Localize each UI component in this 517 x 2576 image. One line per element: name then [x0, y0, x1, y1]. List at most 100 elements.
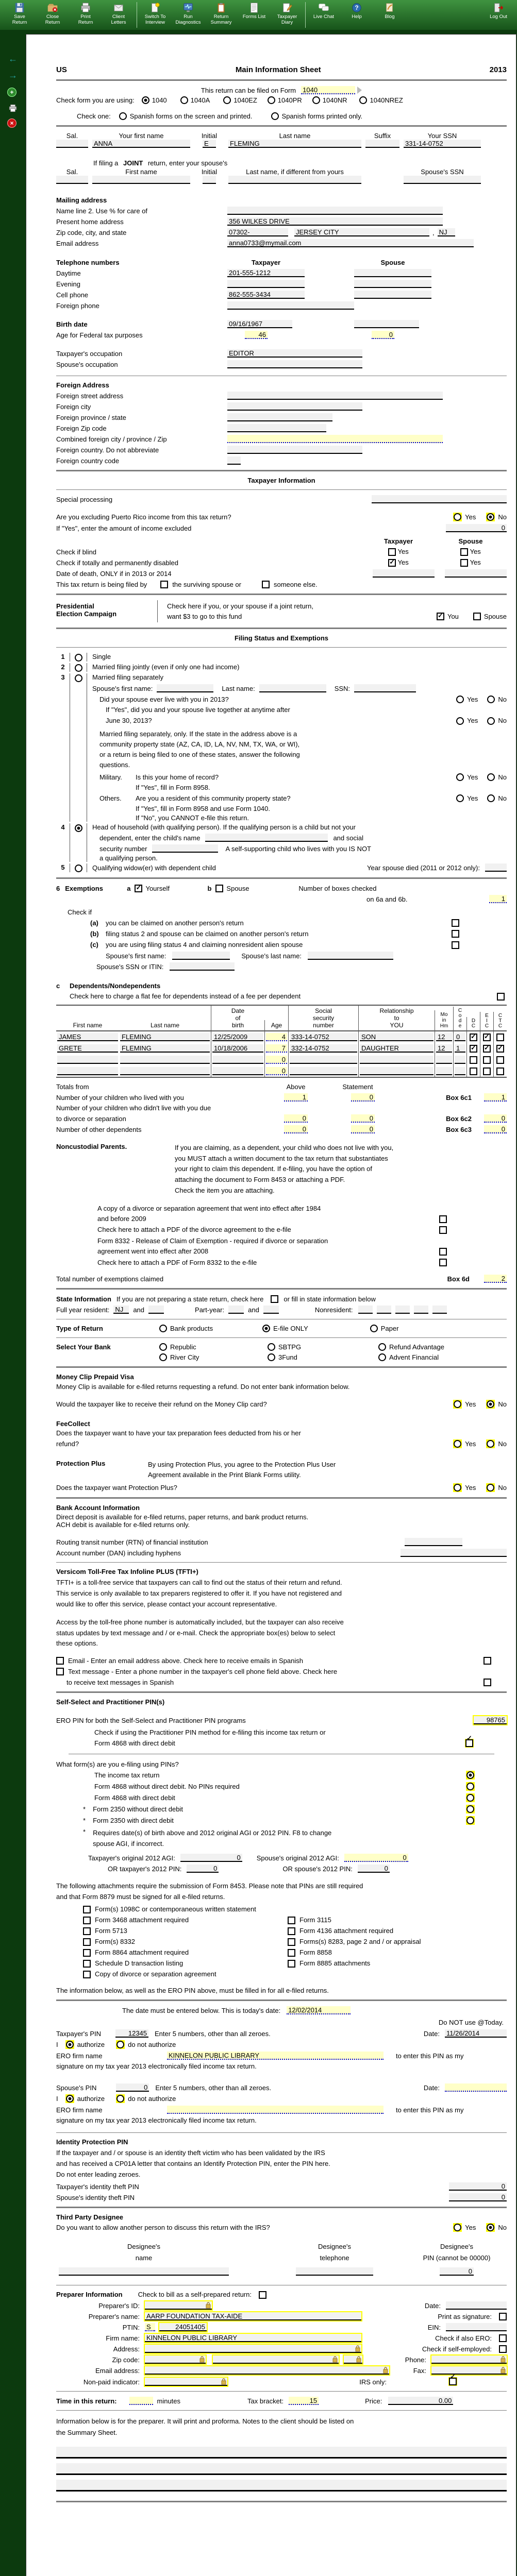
age-spouse-field[interactable]: 0	[372, 331, 394, 339]
ptin-prefix-field[interactable]: S	[145, 2323, 155, 2331]
preparer-city-field[interactable]	[213, 2355, 339, 2364]
f8453-3468-check[interactable]	[83, 1916, 91, 1924]
radio-efile-4868-nodebit[interactable]	[466, 1782, 475, 1791]
foreign-city-field[interactable]	[227, 402, 362, 411]
mfs-ssn-field[interactable]	[354, 684, 416, 693]
dep-ssn-field[interactable]	[290, 1055, 357, 1064]
name-line2-field[interactable]	[227, 207, 443, 215]
radio-tp-authorize[interactable]	[65, 2040, 74, 2049]
radio-military-yes[interactable]	[456, 773, 464, 782]
radio-tp-no-authorize[interactable]	[116, 2040, 125, 2049]
ero-pin-field[interactable]: 98765	[474, 1716, 507, 1725]
radio-third-yes[interactable]	[453, 2223, 462, 2232]
taxpayer-ssn-field[interactable]: 331-14-0752	[404, 140, 481, 148]
dep-code-field[interactable]: 1	[455, 1044, 465, 1053]
non-paid-field[interactable]	[145, 2377, 227, 2386]
radio-feecollect-no[interactable]	[486, 1439, 495, 1449]
dep-eic-check[interactable]	[480, 1031, 493, 1043]
tp-agi-field[interactable]: 0	[180, 1853, 242, 1862]
dep-months-field[interactable]	[436, 1066, 452, 1075]
f8453-divorce-check[interactable]	[83, 1970, 91, 1978]
no-state-return-check[interactable]	[271, 1295, 279, 1303]
dan-field[interactable]	[401, 1549, 507, 1557]
sp-ero-firm-field[interactable]	[167, 2105, 383, 2114]
nonresident-state-4[interactable]	[413, 1306, 428, 1314]
dep-last-field[interactable]	[120, 1066, 210, 1075]
today-date-field[interactable]: 12/02/2014	[287, 2006, 351, 2014]
sp-theft-pin-field[interactable]: 0	[449, 2193, 507, 2202]
f8453-8858-check[interactable]	[288, 1948, 295, 1957]
dep-code-field[interactable]	[455, 1066, 465, 1075]
state-field[interactable]: NJ	[437, 228, 455, 236]
radio-feecollect-yes[interactable]	[453, 1439, 462, 1449]
run-diagnostics-button[interactable]: Run Diagnostics	[172, 2, 205, 26]
last-name-field[interactable]: FLEMING	[228, 140, 361, 148]
dep-dc-check[interactable]	[466, 1042, 480, 1054]
tax-bracket-field[interactable]: 15	[289, 2396, 319, 2405]
cell-spouse-field[interactable]	[354, 291, 431, 299]
nonresident-state-2[interactable]	[376, 1306, 391, 1314]
dep-last-field[interactable]: FLEMING	[120, 1044, 210, 1053]
radio-efile-income-return[interactable]	[466, 1771, 475, 1780]
radio-bank-refund-advantage[interactable]: Refund Advantage	[378, 1343, 444, 1351]
firm-name-field[interactable]: KINNELON PUBLIC LIBRARY	[145, 2333, 361, 2342]
dep-ssn-field[interactable]	[290, 1066, 357, 1075]
preparer-date-field[interactable]	[446, 2301, 507, 2310]
evening-spouse-field[interactable]	[354, 280, 431, 288]
radio-form-1040ez[interactable]: 1040EZ	[223, 96, 257, 104]
radio-military-no[interactable]	[487, 773, 495, 782]
client-letters-button[interactable]: Client Letters	[102, 2, 135, 26]
spouse-claimed-check[interactable]	[452, 929, 459, 938]
dep-first-field[interactable]: GRETE	[57, 1044, 118, 1053]
rtn-field[interactable]	[405, 1538, 462, 1547]
hoh-child-name-field[interactable]	[205, 834, 328, 842]
dep-ctc-check[interactable]	[493, 1054, 507, 1065]
form8332-pdf-check[interactable]	[439, 1258, 447, 1267]
f8453-3115-check[interactable]	[288, 1916, 295, 1924]
self-prepared-check[interactable]	[258, 2291, 266, 2299]
close-return-button[interactable]: Close Return	[36, 2, 69, 26]
taxpayer-pin-field[interactable]: 12345	[115, 2029, 149, 2038]
filed-on-form-field[interactable]: 1040	[301, 86, 356, 94]
radio-efile-4868-debit[interactable]	[466, 1793, 475, 1803]
radio-status-qw[interactable]	[70, 863, 87, 873]
full-year-state-1[interactable]: NJ	[113, 1306, 129, 1314]
tp-ero-firm-field[interactable]: KINNELON PUBLIC LIBRARY	[167, 2051, 383, 2060]
death-spouse-field[interactable]	[445, 569, 507, 578]
dep-dc-check[interactable]	[466, 1065, 480, 1077]
claimed-other-return-check[interactable]	[452, 919, 459, 927]
campaign-spouse-check[interactable]	[473, 612, 481, 621]
box-6c2-value[interactable]: 0	[484, 1114, 507, 1123]
spouse-last-name-field[interactable]	[228, 176, 361, 184]
other-dependents-stmt[interactable]: 0	[351, 1125, 375, 1133]
box-6d-value[interactable]: 2	[484, 1275, 507, 1283]
dep-rel-field[interactable]	[360, 1066, 433, 1075]
radio-form-1040pr[interactable]: 1040PR	[267, 96, 302, 104]
help-button[interactable]: ? Help	[340, 2, 373, 20]
foreign-phone-field[interactable]	[227, 301, 354, 310]
f8453-5713-check[interactable]	[83, 1927, 91, 1935]
year-spouse-died-field[interactable]	[485, 863, 507, 872]
radio-form-1040nr[interactable]: 1040NR	[312, 96, 347, 104]
designee-telephone-field[interactable]	[296, 2267, 373, 2276]
death-taxpayer-field[interactable]	[373, 569, 435, 578]
foreign-country-code-field[interactable]	[227, 456, 241, 465]
part-year-state-1[interactable]	[228, 1306, 244, 1314]
dep-rel-field[interactable]: SON	[360, 1032, 433, 1041]
f8453-8332-check[interactable]	[83, 1938, 91, 1946]
city-field[interactable]: JERSEY CITY	[294, 228, 429, 236]
preparer-fax-field[interactable]	[431, 2366, 507, 2375]
divorce-pdf-check[interactable]	[439, 1226, 447, 1234]
return-summary-button[interactable]: Return Summary	[205, 2, 238, 26]
flat-fee-check[interactable]	[497, 992, 505, 1001]
children-lived-above[interactable]: 1	[284, 1093, 308, 1101]
add-form-icon[interactable]: +	[7, 88, 19, 97]
nonresident-alien-check[interactable]	[452, 940, 459, 949]
radio-mfs-q1-yes[interactable]	[456, 695, 464, 704]
dep-age-field[interactable]: 4	[266, 1032, 287, 1041]
radio-status-mfs[interactable]	[70, 673, 87, 822]
exemption-spouse-check[interactable]	[215, 884, 224, 893]
children-divorce-above[interactable]: 0	[284, 1114, 308, 1123]
radio-others-no[interactable]	[487, 794, 495, 803]
suffix-field[interactable]	[365, 140, 399, 148]
